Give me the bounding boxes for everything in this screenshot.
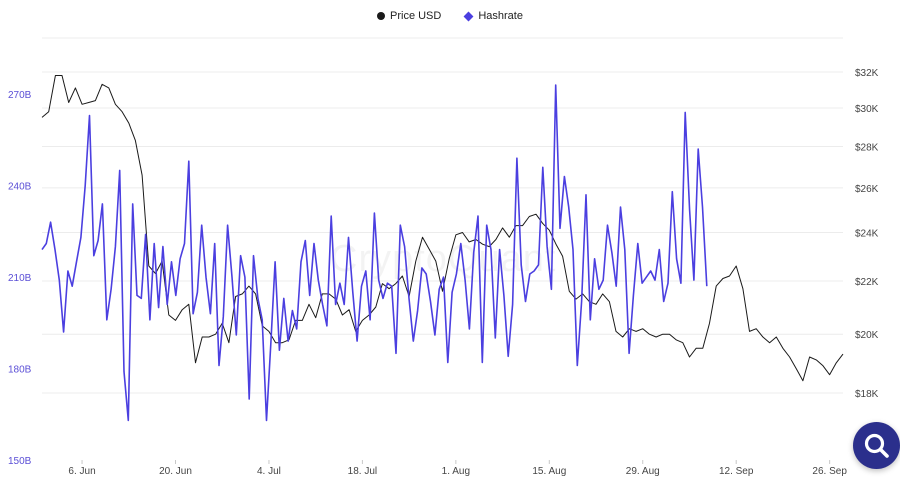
left-axis: 150B 180B 210B 240B 270B <box>8 90 32 467</box>
x-axis-tick-label: 29. Aug <box>626 466 660 477</box>
right-axis-tick-label: $20K <box>855 330 879 341</box>
right-axis-tick-label: $32K <box>855 68 879 79</box>
x-axis-tick-label: 20. Jun <box>159 466 192 477</box>
right-axis-tick-label: $26K <box>855 184 879 195</box>
x-axis-tick-label: 6. Jun <box>68 466 95 477</box>
left-axis-tick-label: 240B <box>8 182 32 193</box>
x-axis-tick-label: 4. Jul <box>257 466 281 477</box>
left-axis-tick-label: 210B <box>8 273 32 284</box>
hashrate-series-line <box>41 84 708 422</box>
right-axis: $18K $20K $22K $24K $26K $28K $30K $32K <box>855 68 879 400</box>
x-axis-tick-label: 18. Jul <box>348 466 377 477</box>
legend-item-price[interactable]: Price USD <box>377 8 441 24</box>
price-usd-series-line <box>41 75 844 382</box>
right-axis-tick-label: $30K <box>855 104 879 115</box>
grid-lines <box>42 37 843 394</box>
right-axis-tick-label: $28K <box>855 142 879 153</box>
search-button[interactable] <box>853 422 900 469</box>
right-axis-tick-label: $24K <box>855 229 879 240</box>
left-axis-tick-label: 180B <box>8 365 32 376</box>
search-icon <box>864 433 889 458</box>
series-layer <box>41 75 844 422</box>
x-axis-tick-label: 15. Aug <box>532 466 566 477</box>
price-legend-dot-icon <box>377 12 385 20</box>
legend-label-price: Price USD <box>390 10 442 22</box>
right-axis-tick-label: $22K <box>855 277 879 288</box>
left-axis-tick-label: 270B <box>8 90 32 101</box>
left-axis-tick-label: 150B <box>8 456 32 467</box>
x-axis-tick-label: 26. Sep <box>812 466 847 477</box>
chart-legend: Price USD Hashrate <box>0 8 900 24</box>
x-axis-tick-label: 1. Aug <box>442 466 470 477</box>
legend-item-hashrate[interactable]: Hashrate <box>463 8 523 24</box>
right-axis-tick-label: $18K <box>855 389 879 400</box>
legend-label-hashrate: Hashrate <box>478 10 523 22</box>
x-axis: 6. Jun 20. Jun 4. Jul 18. Jul 1. Aug 15. Aug 2… <box>68 460 847 477</box>
x-axis-tick-label: 12. Sep <box>719 466 754 477</box>
